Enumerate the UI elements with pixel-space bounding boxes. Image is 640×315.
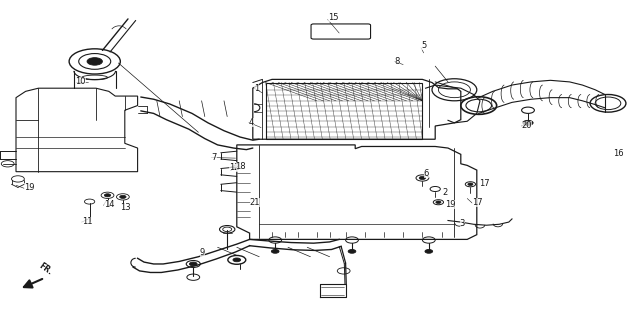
Circle shape: [523, 120, 533, 125]
Circle shape: [189, 262, 197, 266]
Text: 12: 12: [229, 163, 239, 172]
Text: FR.: FR.: [37, 262, 54, 277]
FancyBboxPatch shape: [311, 24, 371, 39]
Text: 10: 10: [76, 77, 86, 86]
Text: 3: 3: [460, 219, 465, 227]
Circle shape: [468, 183, 473, 186]
Text: 7: 7: [211, 153, 216, 162]
Circle shape: [271, 249, 279, 253]
Text: 20: 20: [522, 121, 532, 130]
Text: 13: 13: [120, 203, 131, 212]
Circle shape: [228, 255, 246, 264]
Text: 18: 18: [236, 162, 246, 171]
Text: 9: 9: [200, 248, 205, 257]
Circle shape: [419, 176, 426, 180]
Text: 11: 11: [82, 217, 92, 226]
Circle shape: [233, 258, 241, 262]
Text: 16: 16: [613, 149, 624, 158]
Text: 14: 14: [104, 200, 114, 209]
Text: 19: 19: [24, 183, 35, 192]
Text: 17: 17: [479, 179, 490, 188]
Text: 17: 17: [472, 198, 483, 207]
Text: 5: 5: [421, 41, 426, 50]
Text: 6: 6: [424, 169, 429, 178]
Text: 19: 19: [445, 200, 455, 209]
Circle shape: [348, 249, 356, 253]
Text: 4: 4: [248, 118, 253, 127]
Text: 15: 15: [328, 13, 338, 22]
Circle shape: [425, 249, 433, 253]
Text: 8: 8: [394, 57, 399, 66]
Circle shape: [87, 58, 102, 65]
Circle shape: [436, 201, 441, 203]
Circle shape: [104, 194, 111, 197]
Circle shape: [120, 195, 126, 198]
Text: 2: 2: [443, 188, 448, 197]
Text: 21: 21: [250, 198, 260, 207]
Text: 1: 1: [254, 84, 259, 93]
